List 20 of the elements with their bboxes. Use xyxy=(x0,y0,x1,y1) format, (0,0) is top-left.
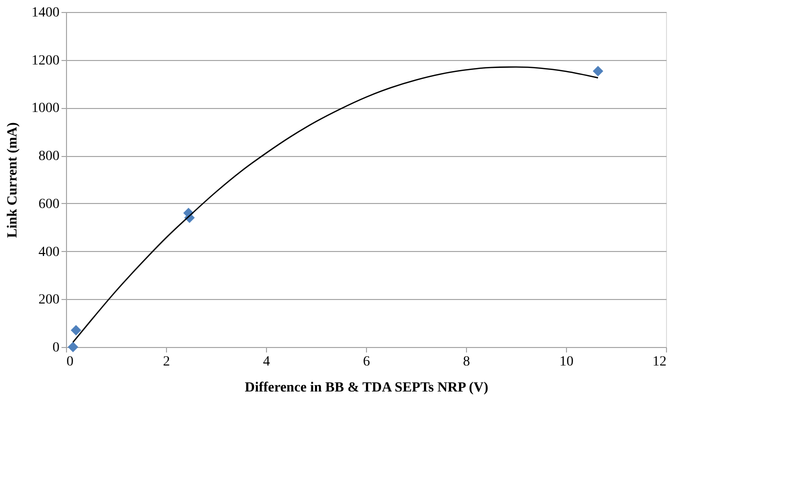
y-tick-label: 400 xyxy=(38,244,60,260)
x-axis-title: Difference in BB & TDA SEPTs NRP (V) xyxy=(244,380,489,396)
y-tick-label: 600 xyxy=(38,196,60,212)
y-tick-label: 1200 xyxy=(32,53,60,68)
y-tick-label: 1000 xyxy=(32,101,60,116)
x-tick-label: 10 xyxy=(560,354,574,370)
x-tick-label: 0 xyxy=(66,354,74,370)
point xyxy=(68,342,78,352)
x-tick-label: 4 xyxy=(263,354,270,370)
y-axis-title: Link Current (mA) xyxy=(6,122,20,238)
y-tick-label: 0 xyxy=(52,340,60,356)
x-tick-label: 12 xyxy=(652,354,666,370)
x-tick-label: 8 xyxy=(463,354,470,370)
point xyxy=(70,325,82,336)
point xyxy=(592,66,604,76)
x-tick-label: 2 xyxy=(163,354,170,370)
y-tick-label: 800 xyxy=(38,149,60,164)
y-tick-label: 1400 xyxy=(32,6,60,20)
y-tick-label: 200 xyxy=(38,292,60,308)
x-tick-label: 6 xyxy=(363,354,370,370)
